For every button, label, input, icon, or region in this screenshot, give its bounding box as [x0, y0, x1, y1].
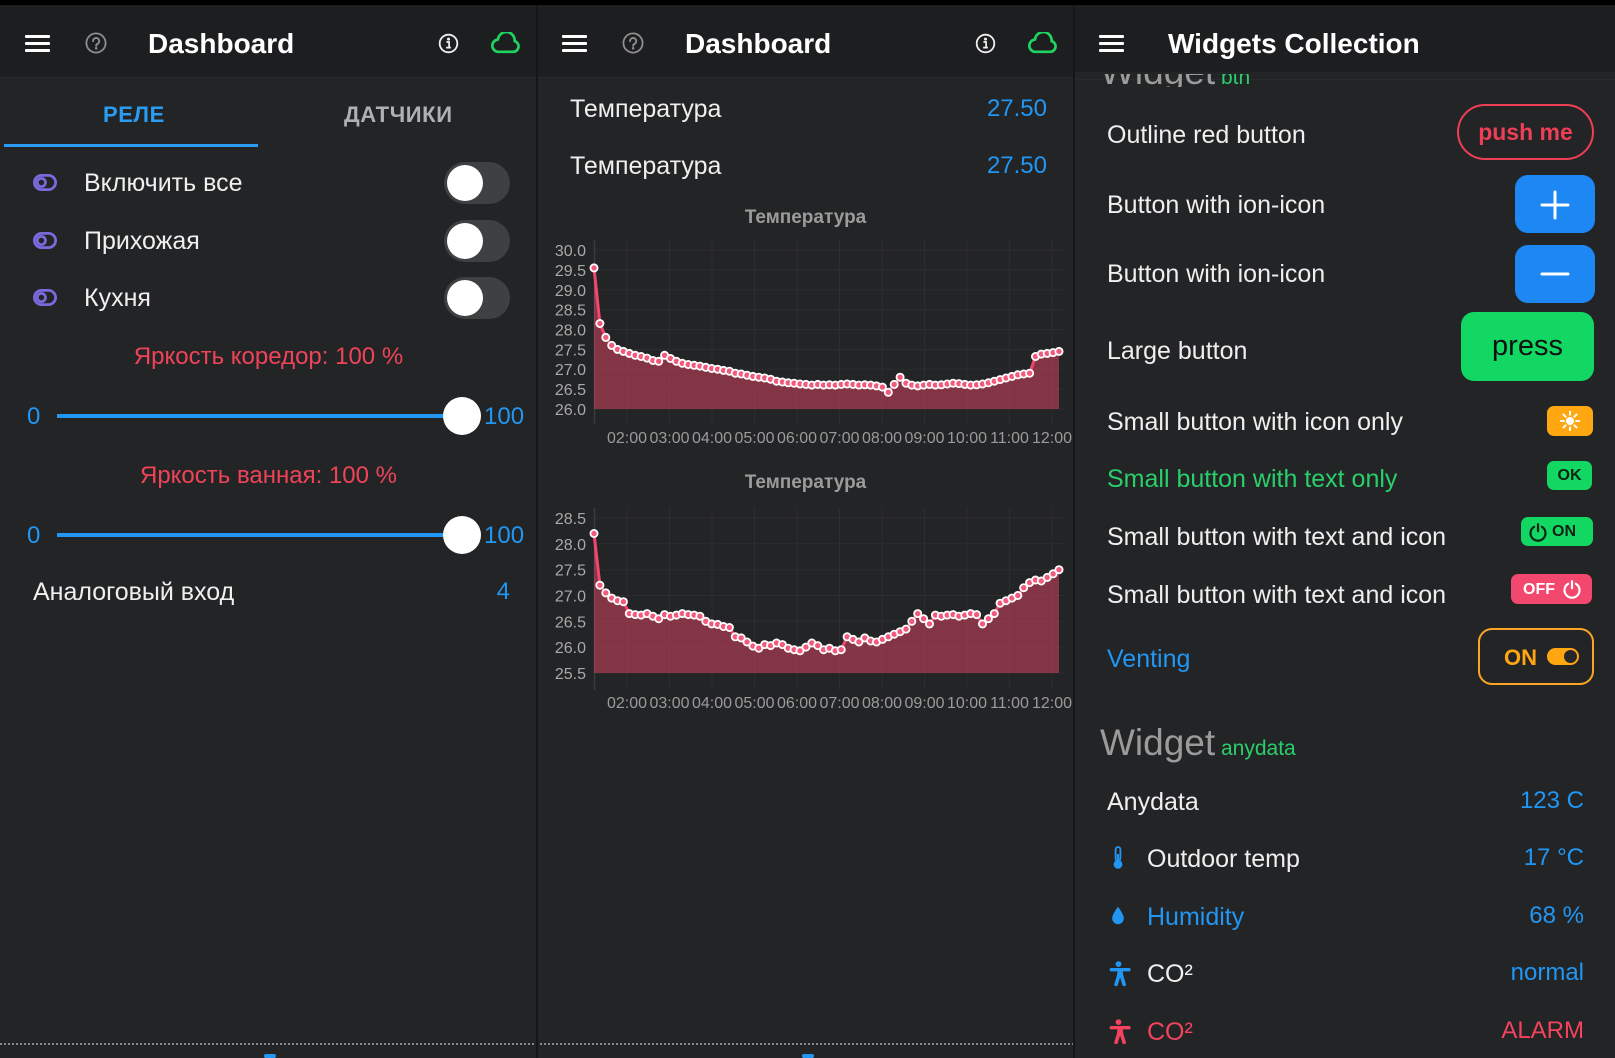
svg-text:07:00: 07:00 — [819, 695, 859, 712]
svg-text:03:00: 03:00 — [649, 695, 689, 712]
svg-text:04:00: 04:00 — [692, 695, 732, 712]
svg-text:28.5: 28.5 — [555, 511, 586, 528]
svg-text:06:00: 06:00 — [777, 695, 817, 712]
svg-text:27.5: 27.5 — [555, 342, 586, 359]
svg-text:08:00: 08:00 — [862, 695, 902, 712]
svg-text:09:00: 09:00 — [904, 430, 944, 447]
svg-text:03:00: 03:00 — [649, 430, 689, 447]
svg-text:04:00: 04:00 — [692, 430, 732, 447]
svg-text:26.5: 26.5 — [555, 614, 586, 631]
svg-text:02:00: 02:00 — [607, 430, 647, 447]
svg-text:27.0: 27.0 — [555, 362, 586, 379]
svg-text:11:00: 11:00 — [990, 695, 1029, 712]
svg-text:29.5: 29.5 — [555, 263, 586, 280]
svg-text:26.0: 26.0 — [555, 640, 586, 657]
svg-text:02:00: 02:00 — [607, 695, 647, 712]
svg-text:09:00: 09:00 — [904, 695, 944, 712]
svg-text:08:00: 08:00 — [862, 430, 902, 447]
svg-text:10:00: 10:00 — [947, 695, 987, 712]
svg-text:28.0: 28.0 — [555, 537, 586, 554]
svg-text:05:00: 05:00 — [734, 695, 774, 712]
svg-text:12:00: 12:00 — [1032, 430, 1072, 447]
svg-text:11:00: 11:00 — [990, 430, 1029, 447]
svg-text:26.0: 26.0 — [555, 402, 586, 419]
svg-text:29.0: 29.0 — [555, 283, 586, 300]
svg-text:28.5: 28.5 — [555, 303, 586, 320]
svg-text:07:00: 07:00 — [819, 430, 859, 447]
svg-text:06:00: 06:00 — [777, 430, 817, 447]
svg-text:26.5: 26.5 — [555, 382, 586, 399]
svg-text:10:00: 10:00 — [947, 430, 987, 447]
svg-text:05:00: 05:00 — [734, 430, 774, 447]
svg-text:25.5: 25.5 — [555, 666, 586, 683]
svg-text:30.0: 30.0 — [555, 243, 586, 260]
svg-text:27.5: 27.5 — [555, 563, 586, 580]
svg-text:27.0: 27.0 — [555, 589, 586, 606]
svg-text:28.0: 28.0 — [555, 323, 586, 340]
svg-text:12:00: 12:00 — [1032, 695, 1072, 712]
